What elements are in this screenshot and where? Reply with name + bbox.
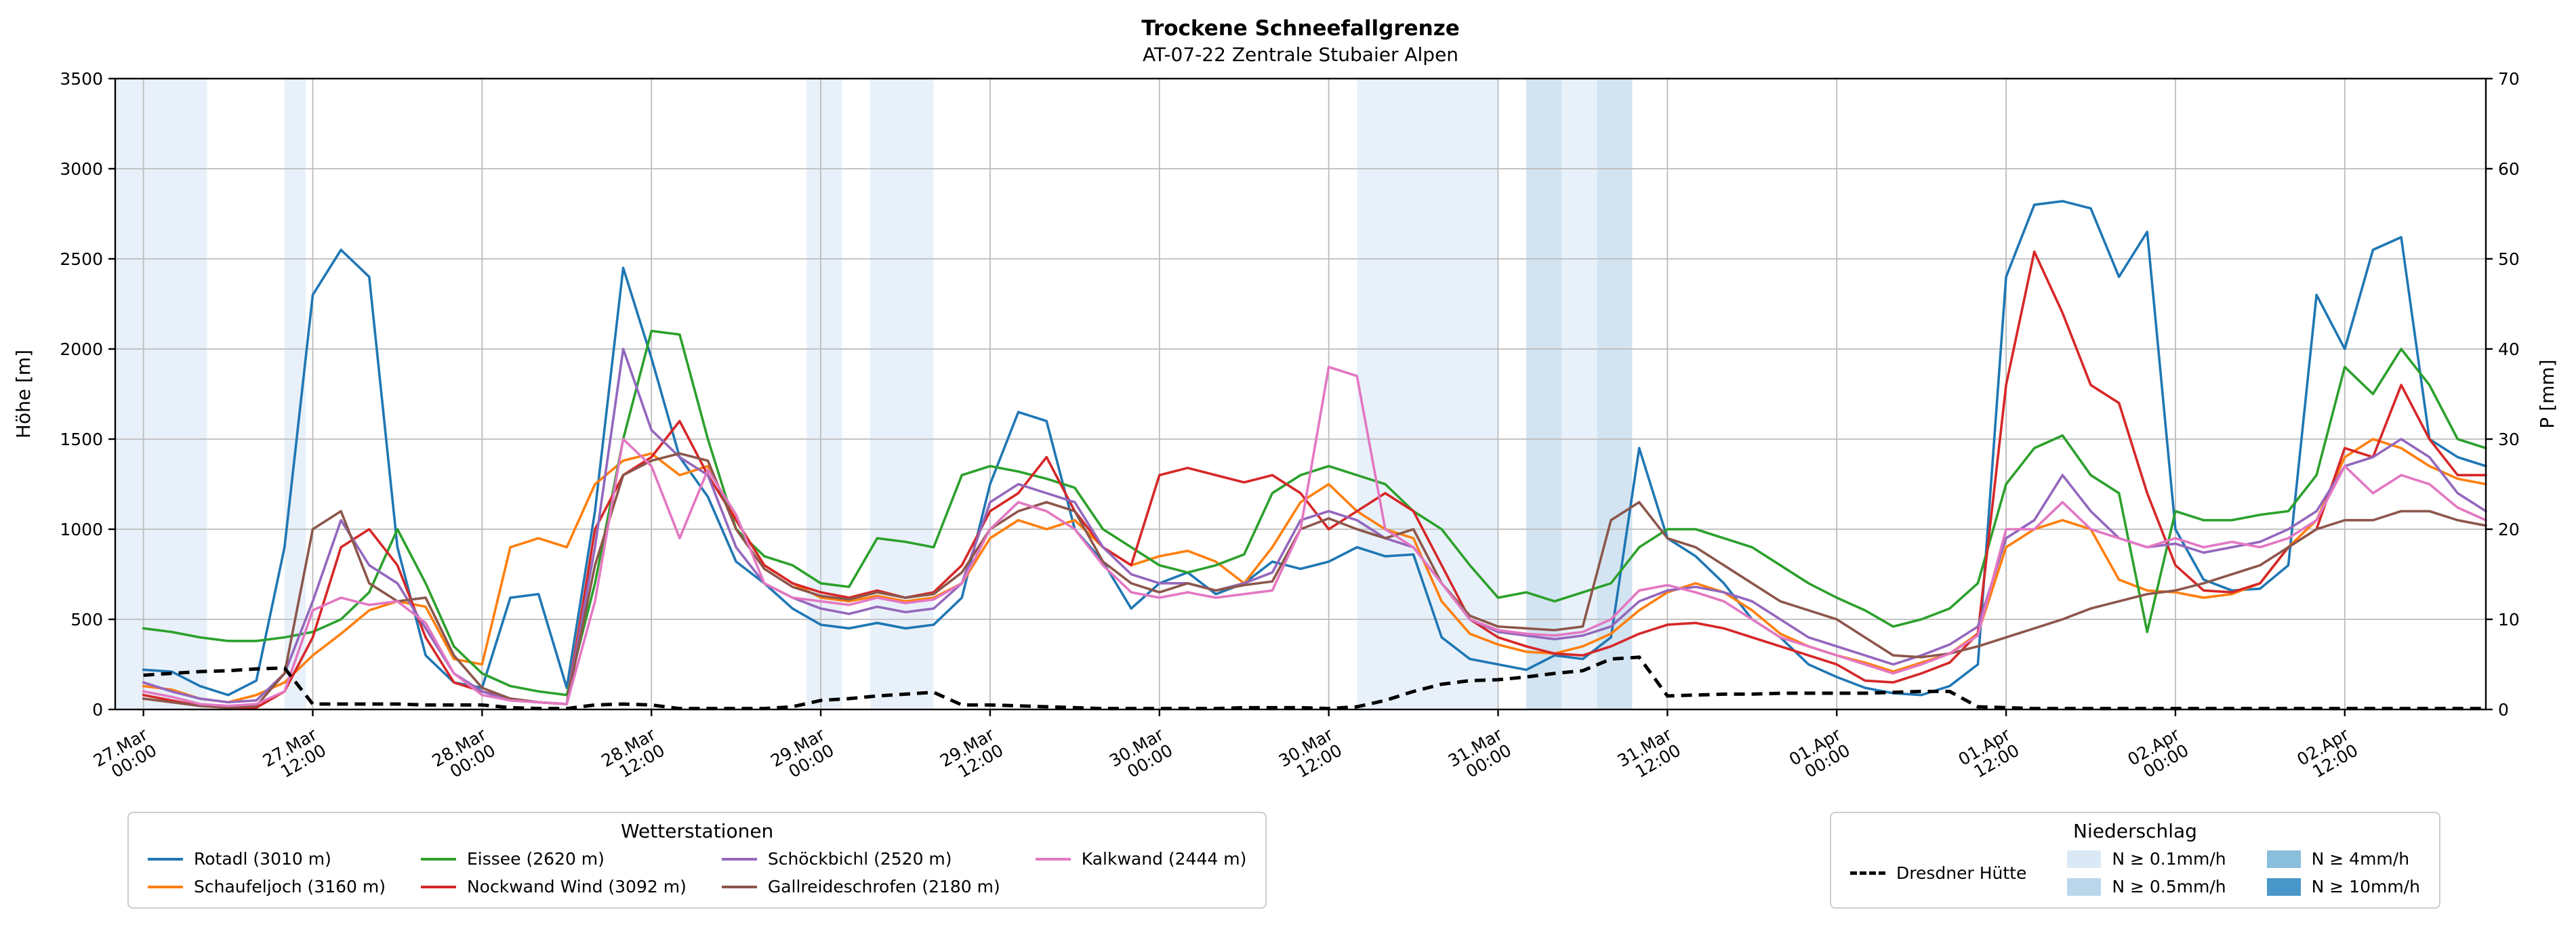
legend-niederschlag: Niederschlag Dresdner Hütte N ≥ 0.1mm/h N … bbox=[1830, 812, 2440, 909]
ytick-left-label: 3000 bbox=[60, 159, 103, 179]
plot-border bbox=[114, 77, 2487, 711]
legend-column: Dresdner Hütte bbox=[1850, 863, 2026, 883]
legend-item-gallreideschrofen-2180-m: Gallreideschrofen (2180 m) bbox=[721, 877, 1000, 896]
legend-item-n-0-5mm-h: N ≥ 0.5mm/h bbox=[2067, 877, 2226, 896]
legend-item-nockwand-wind-3092-m: Nockwand Wind (3092 m) bbox=[420, 877, 687, 896]
legend-item-label: Nockwand Wind (3092 m) bbox=[466, 877, 687, 896]
legend-item-sch-ckbichl-2520-m: Schöckbichl (2520 m) bbox=[721, 849, 1000, 869]
legend-line-swatch bbox=[420, 885, 456, 888]
series-line-nockwand-wind-3092-m bbox=[142, 250, 2487, 709]
xtick-label: 31.Mar12:00 bbox=[1614, 724, 1685, 787]
legend-patch-swatch bbox=[2266, 878, 2301, 896]
xtick-label: 01.Apr12:00 bbox=[1955, 724, 2024, 785]
legend-item-n-0-1mm-h: N ≥ 0.1mm/h bbox=[2067, 849, 2226, 869]
xtick-label: 01.Apr00:00 bbox=[1786, 724, 1854, 785]
ytick-right-label: 50 bbox=[2498, 249, 2520, 269]
chart-subtitle: AT-07-22 Zentrale Stubaier Alpen bbox=[1142, 43, 1459, 66]
ytick-right-label: 20 bbox=[2498, 520, 2520, 539]
legend-niederschlag-title: Niederschlag bbox=[2073, 820, 2197, 842]
xtick-label: 27.Mar12:00 bbox=[260, 724, 330, 787]
legend-column: N ≥ 0.1mm/h N ≥ 0.5mm/h bbox=[2067, 849, 2226, 896]
legend-item-label: Schaufeljoch (3160 m) bbox=[194, 877, 386, 896]
precip-band bbox=[870, 79, 934, 709]
series-line-kalkwand-2444-m bbox=[142, 365, 2487, 707]
legend-item-label: N ≥ 0.5mm/h bbox=[2112, 877, 2226, 896]
ytick-right-label: 70 bbox=[2498, 69, 2520, 89]
series-line-schaufeljoch-3160-m bbox=[142, 438, 2487, 704]
xtick-label: 30.Mar00:00 bbox=[1106, 724, 1177, 787]
ytick-right-label: 60 bbox=[2498, 159, 2520, 179]
xtick-label: 29.Mar12:00 bbox=[937, 724, 1007, 787]
series-line-rotadl-3010-m bbox=[142, 200, 2487, 697]
plot-canvas: 0 500 1000 1500 2000 2500 3000 3500 0 10 20 30 40 50 6… bbox=[12, 69, 2558, 787]
legend-line-swatch bbox=[721, 885, 757, 888]
legend-item-n-4mm-h: N ≥ 4mm/h bbox=[2266, 849, 2420, 869]
precip-band bbox=[1526, 79, 1562, 709]
legend-niederschlag-items: Dresdner Hütte N ≥ 0.1mm/h N ≥ 0.5mm/h N ≥ … bbox=[1850, 849, 2420, 896]
legend-item-label: Dresdner Hütte bbox=[1896, 863, 2027, 883]
ytick-right-label: 30 bbox=[2498, 430, 2520, 449]
ytick-right-label: 10 bbox=[2498, 610, 2520, 629]
precip-band bbox=[1357, 79, 1498, 709]
series-line-dresdner-h-tte bbox=[143, 655, 2486, 711]
ytick-right-label: 0 bbox=[2498, 700, 2509, 720]
xtick-label: 02.Apr12:00 bbox=[2293, 724, 2362, 785]
legend-item-label: N ≥ 10mm/h bbox=[2311, 877, 2420, 896]
legend-item-schaufeljoch-3160-m: Schaufeljoch (3160 m) bbox=[148, 877, 386, 896]
legend-item-n-10mm-h: N ≥ 10mm/h bbox=[2266, 877, 2420, 896]
ytick-left-label: 1500 bbox=[60, 430, 103, 449]
legend-wetterstationen-title: Wetterstationen bbox=[621, 820, 774, 842]
legend-item-label: Schöckbichl (2520 m) bbox=[767, 849, 952, 869]
ytick-left-label: 1000 bbox=[60, 520, 103, 539]
xtick-label: 02.Apr00:00 bbox=[2125, 724, 2193, 785]
legend-item-label: Rotadl (3010 m) bbox=[194, 849, 331, 869]
legend-line-swatch bbox=[148, 857, 183, 861]
legend-item-eissee-2620-m: Eissee (2620 m) bbox=[420, 849, 687, 869]
precip-band bbox=[115, 79, 207, 709]
precip-band bbox=[806, 79, 842, 709]
ytick-left-label: 3500 bbox=[60, 69, 103, 89]
ytick-right-label: 40 bbox=[2498, 339, 2520, 359]
legend-wetterstationen: Wetterstationen Rotadl (3010 m) Schaufelj… bbox=[127, 812, 1267, 909]
legend-line-swatch bbox=[1035, 857, 1071, 861]
legend-item-dresdner-h-tte: Dresdner Hütte bbox=[1850, 863, 2026, 883]
legend-item-rotadl-3010-m: Rotadl (3010 m) bbox=[148, 849, 386, 869]
series-line-eissee-2620-m bbox=[142, 329, 2487, 697]
legend-dashed-line-swatch bbox=[1850, 871, 1885, 875]
legend-item-label: Eissee (2620 m) bbox=[466, 849, 605, 869]
ytick-left-label: 2000 bbox=[60, 339, 103, 359]
xtick-label: 28.Mar00:00 bbox=[429, 724, 499, 787]
xtick-label: 29.Mar00:00 bbox=[767, 724, 838, 787]
legend-item-label: N ≥ 0.1mm/h bbox=[2112, 849, 2226, 869]
xtick-label: 31.Mar00:00 bbox=[1445, 724, 1515, 787]
legend-patch-swatch bbox=[2266, 850, 2301, 868]
xtick-label: 27.Mar00:00 bbox=[90, 724, 161, 787]
legend-wetterstationen-items: Rotadl (3010 m) Schaufeljoch (3160 m) Eiss… bbox=[148, 849, 1246, 896]
ytick-left-label: 2500 bbox=[60, 249, 103, 269]
xtick-label: 30.Mar12:00 bbox=[1275, 724, 1346, 787]
chart-title: Trockene Schneefallgrenze bbox=[1141, 16, 1460, 41]
ytick-left-label: 500 bbox=[70, 610, 103, 629]
legend-item-label: Gallreideschrofen (2180 m) bbox=[767, 877, 1000, 896]
legend-patch-swatch bbox=[2067, 850, 2102, 868]
legend-patch-swatch bbox=[2067, 878, 2102, 896]
ylabel-left: Höhe [m] bbox=[12, 350, 35, 438]
series-line-gallreideschrofen-2180-m bbox=[142, 452, 2487, 709]
legend-column: N ≥ 4mm/h N ≥ 10mm/h bbox=[2266, 849, 2420, 896]
ylabel-right: P [mm] bbox=[2536, 359, 2558, 428]
legend-item-label: N ≥ 4mm/h bbox=[2311, 849, 2410, 869]
ytick-left-label: 0 bbox=[92, 700, 103, 720]
legend-line-swatch bbox=[420, 857, 456, 861]
precip-band bbox=[1561, 79, 1597, 709]
legend-item-kalkwand-2444-m: Kalkwand (2444 m) bbox=[1035, 849, 1247, 869]
xtick-label: 28.Mar12:00 bbox=[598, 724, 668, 787]
legend-item-label: Kalkwand (2444 m) bbox=[1081, 849, 1247, 869]
legend-line-swatch bbox=[721, 857, 757, 861]
legend-line-swatch bbox=[148, 885, 183, 888]
